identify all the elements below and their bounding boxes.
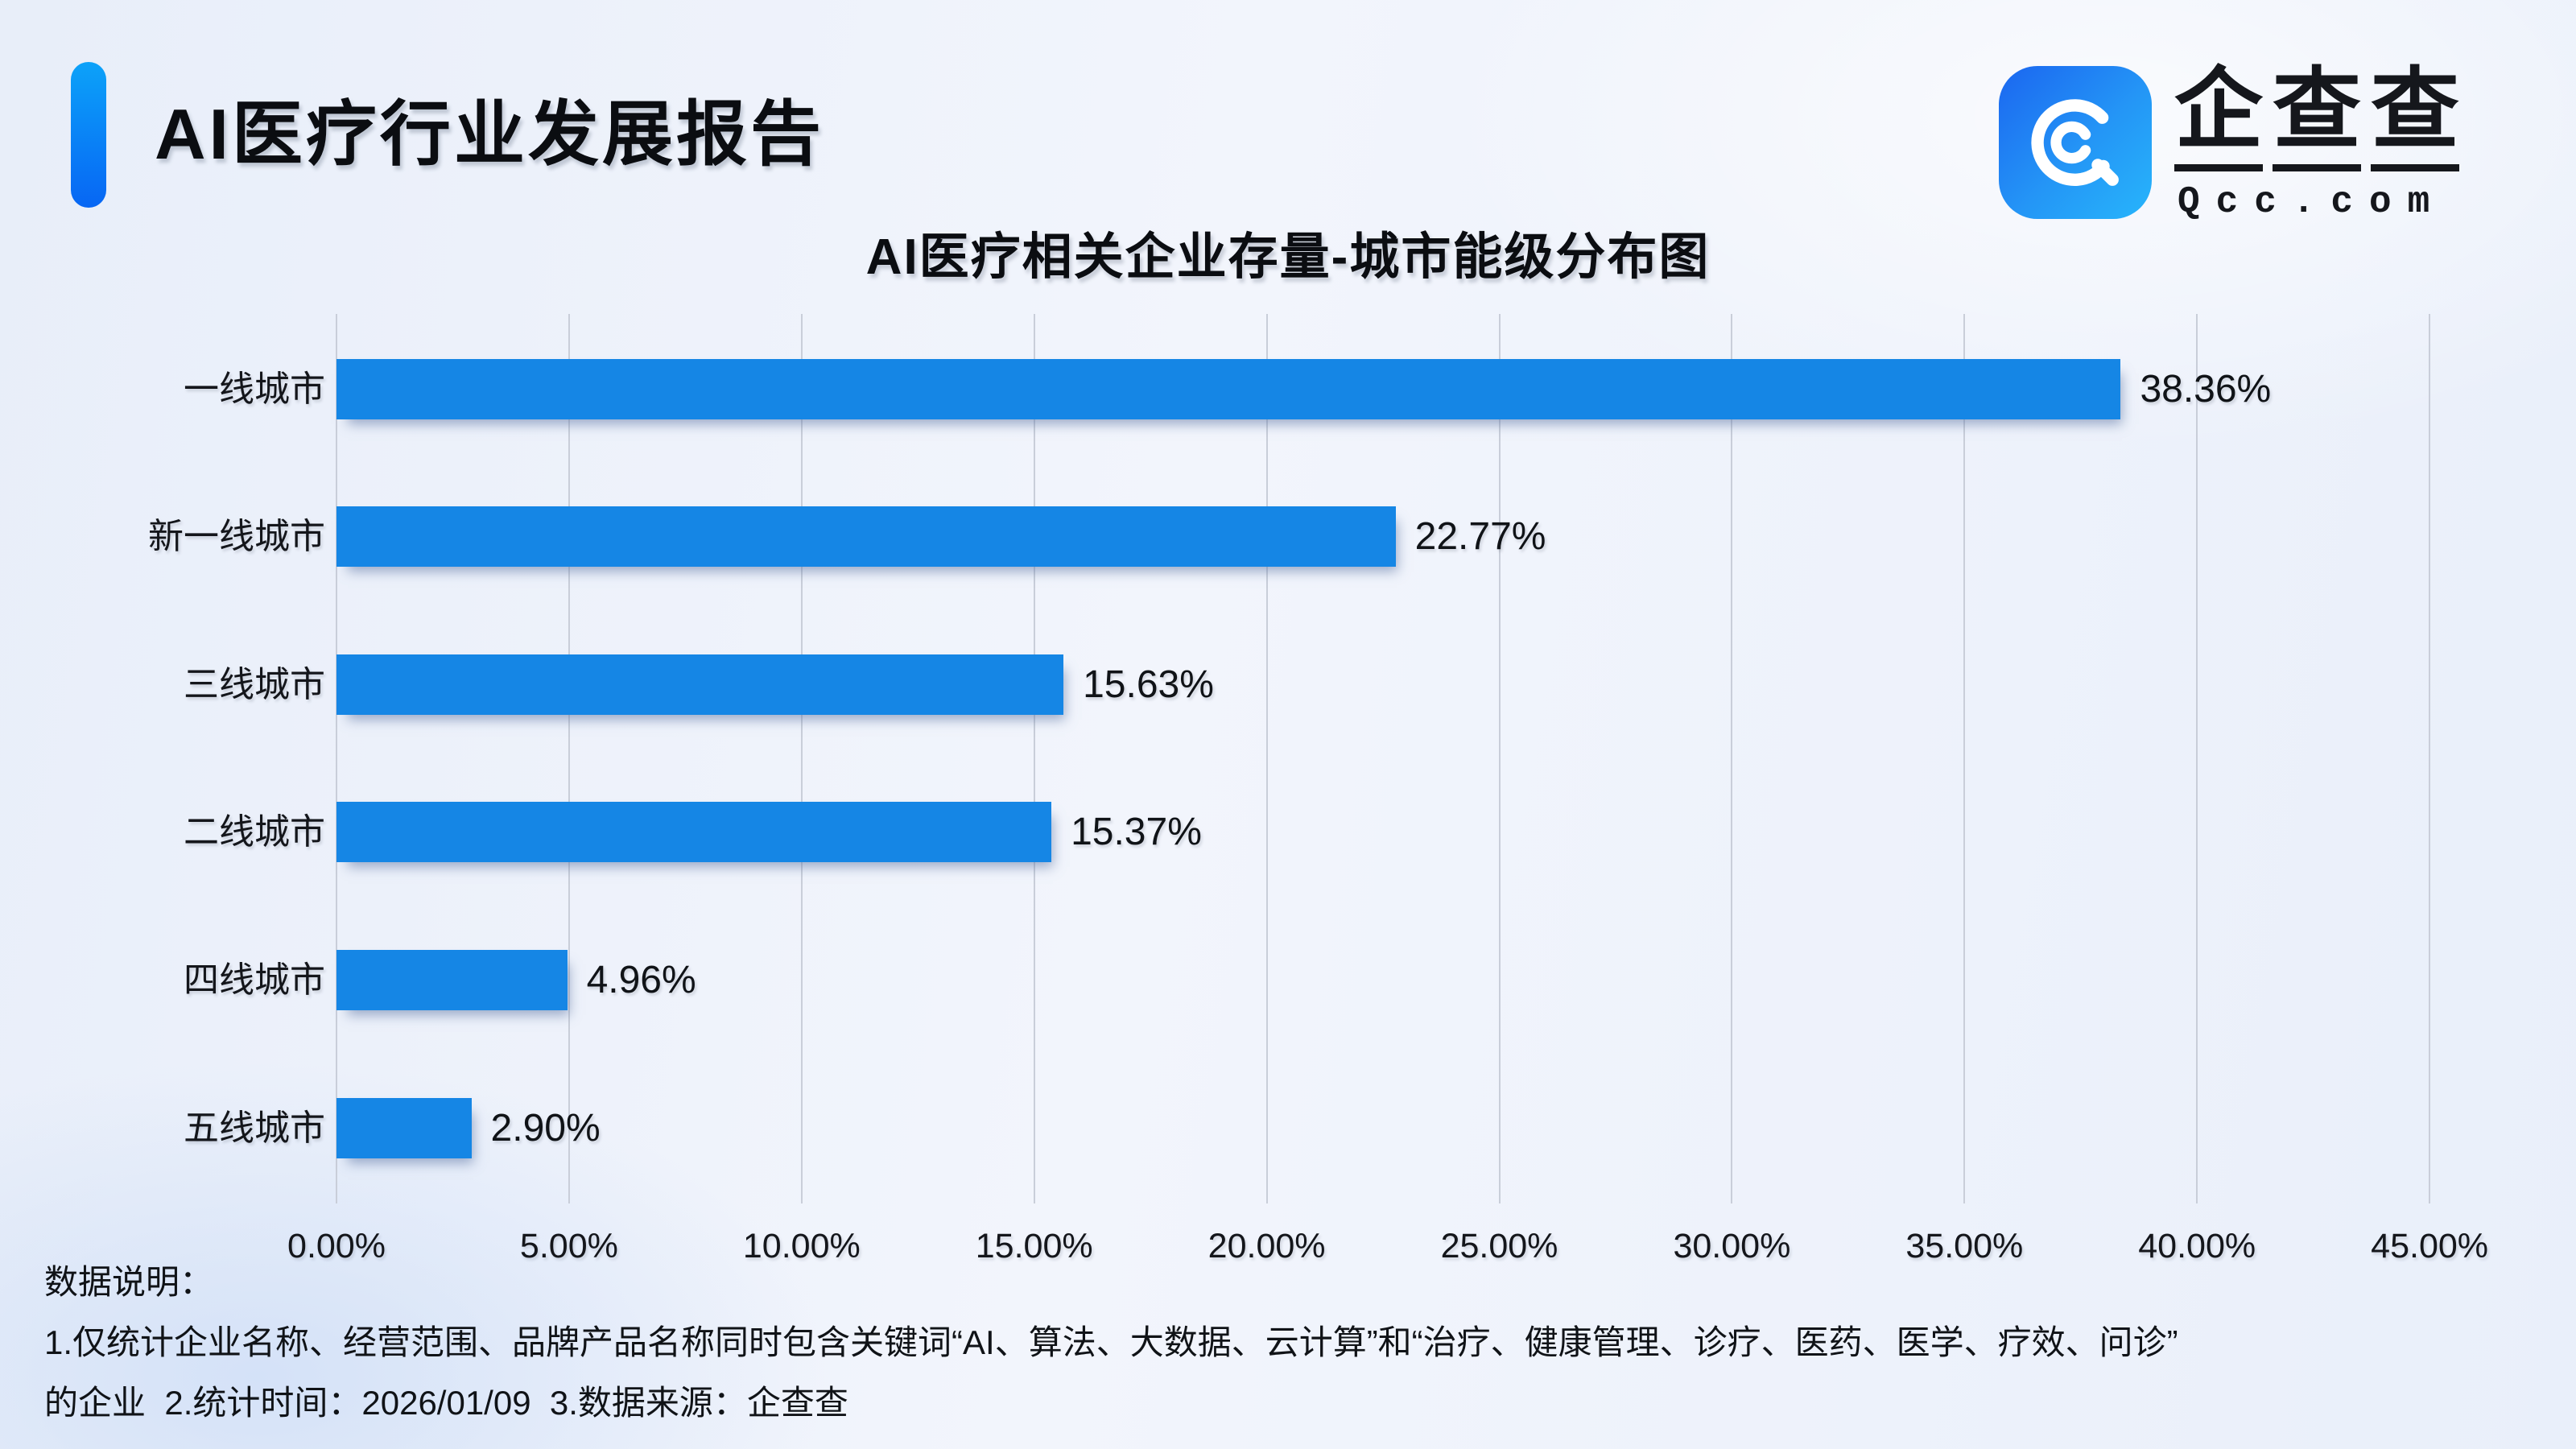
qcc-logo: 企查查 Qcc.com — [1999, 66, 2459, 223]
bar — [336, 802, 1052, 863]
gridline — [800, 314, 803, 1203]
bar — [336, 506, 1396, 568]
bar — [336, 358, 2121, 419]
qcc-logo-domain: Qcc.com — [2178, 181, 2446, 223]
bar — [336, 1097, 472, 1158]
gridline — [336, 314, 337, 1203]
category-label: 新一线城市 — [148, 517, 325, 557]
header-accent-bar — [71, 62, 106, 208]
page-title: AI医疗行业发展报告 — [155, 94, 825, 174]
bar-value-label: 15.37% — [1071, 811, 1202, 854]
gridline — [1498, 314, 1501, 1203]
notes-heading: 数据说明： — [44, 1263, 214, 1301]
qcc-logo-cn: 企查查 — [2174, 66, 2459, 171]
category-label: 三线城市 — [184, 664, 325, 704]
bar — [336, 949, 568, 1010]
gridline — [1963, 314, 1966, 1203]
bar-value-label: 38.36% — [2140, 367, 2272, 411]
gridline — [1731, 314, 1733, 1203]
bar-value-label: 4.96% — [586, 958, 696, 1001]
gridline — [1033, 314, 1035, 1203]
data-notes: 数据说明： 1.仅统计企业名称、经营范围、品牌产品名称同时包含关键词“AI、算法… — [44, 1253, 2178, 1433]
qcc-logo-char: 查 — [2273, 66, 2361, 171]
category-label: 二线城市 — [184, 812, 325, 852]
qcc-logo-text: 企查查 Qcc.com — [2174, 66, 2459, 223]
x-tick-label: 25.00% — [1440, 1227, 1558, 1265]
category-label: 一线城市 — [184, 369, 325, 409]
x-tick-label: 45.00% — [2371, 1227, 2489, 1265]
gridline — [568, 314, 570, 1203]
x-tick-label: 40.00% — [2138, 1227, 2256, 1265]
chart-title: AI医疗相关企业存量-城市能级分布图 — [865, 229, 1711, 285]
x-tick-label: 15.00% — [975, 1227, 1093, 1265]
gridline — [1265, 314, 1268, 1203]
x-tick-label: 35.00% — [1905, 1227, 2024, 1265]
x-tick-label: 10.00% — [742, 1227, 861, 1265]
bar-value-label: 22.77% — [1414, 515, 1546, 559]
qcc-logo-icon — [1999, 66, 2152, 219]
category-label: 四线城市 — [184, 960, 325, 1000]
bar-value-label: 15.63% — [1083, 663, 1214, 706]
qcc-logo-char: 企 — [2174, 66, 2263, 171]
x-tick-label: 0.00% — [287, 1227, 386, 1265]
bar-value-label: 2.90% — [490, 1106, 601, 1150]
gridline — [2196, 314, 2198, 1203]
x-tick-label: 5.00% — [519, 1227, 618, 1265]
notes-line-1: 1.仅统计企业名称、经营范围、品牌产品名称同时包含关键词“AI、算法、大数据、云… — [44, 1323, 2178, 1361]
category-label: 五线城市 — [184, 1108, 325, 1148]
qcc-logo-char: 查 — [2371, 66, 2459, 171]
bar — [336, 654, 1064, 715]
notes-line-2: 的企业 2.统计时间：2026/01/09 3.数据来源：企查查 — [44, 1383, 848, 1422]
x-tick-label: 20.00% — [1208, 1227, 1326, 1265]
gridline — [2429, 314, 2431, 1203]
x-tick-label: 30.00% — [1673, 1227, 1791, 1265]
